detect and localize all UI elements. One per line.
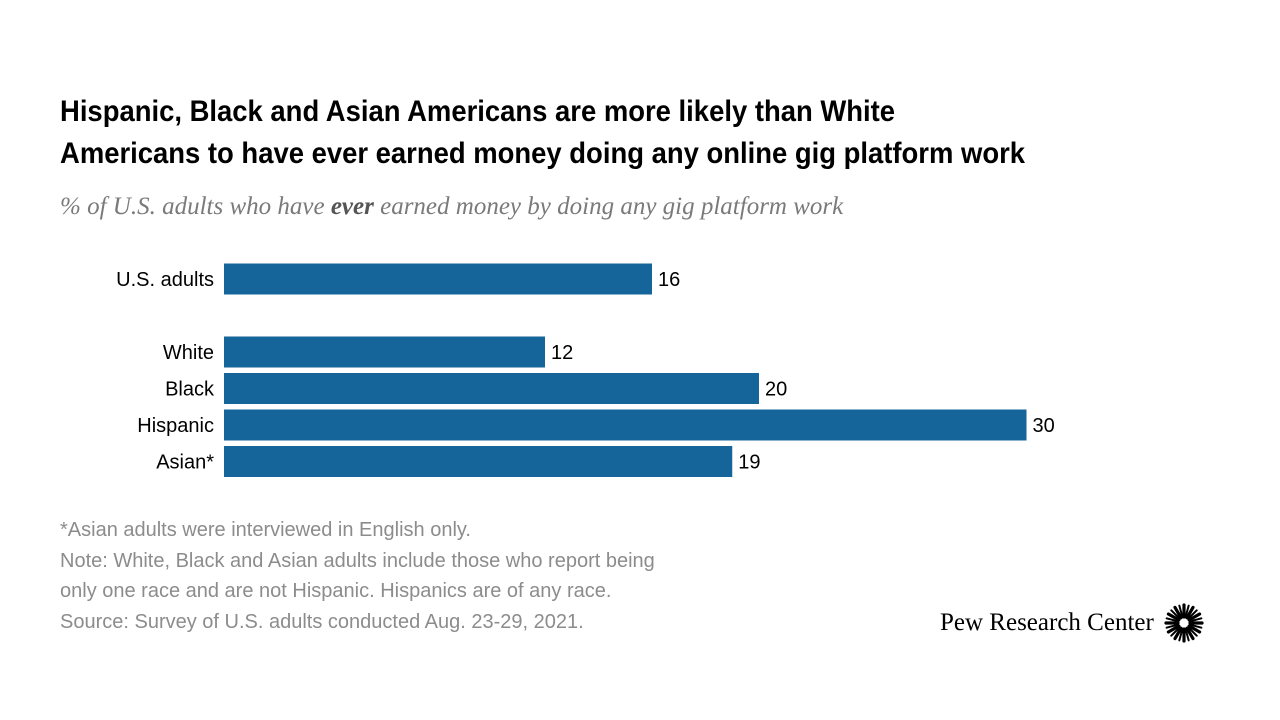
value-label-black: 20 — [765, 379, 787, 401]
category-label-white: White — [163, 342, 214, 364]
footnote-asian: *Asian adults were interviewed in Englis… — [60, 519, 471, 541]
logo-ray — [1173, 626, 1183, 641]
logo-ray — [1165, 617, 1180, 623]
bar-asian — [224, 446, 733, 477]
bar-u-s-adults — [224, 263, 652, 295]
chart-title-line-1: Hispanic, Black and Asian Americans are … — [60, 95, 896, 128]
subtitle-tail: earned money by doing any gig platform w… — [380, 193, 844, 220]
value-label-white: 12 — [551, 342, 573, 364]
logo-ray — [1185, 605, 1195, 620]
chart-subtitle: % of U.S. adults who have ever earned mo… — [60, 193, 843, 221]
chart-title: Hispanic, Black and Asian Americans are … — [60, 91, 1157, 175]
bar-hispanic — [224, 409, 1027, 441]
brand-name: Pew Research Center — [940, 609, 1154, 636]
value-label-u-s-adults: 16 — [658, 269, 680, 291]
logo-ray — [1184, 604, 1190, 619]
category-label-u-s-adults: U.S. adults — [116, 269, 214, 291]
logo-ray — [1188, 623, 1203, 629]
chart-notes: *Asian adults were interviewed in Englis… — [60, 515, 820, 637]
logo-ray — [1187, 626, 1198, 637]
bar-black — [224, 373, 759, 404]
logo-ray — [1187, 612, 1202, 622]
bar-chart: U.S. adults 16 White 12 Black 20 Hispanic 30 Asi… — [116, 263, 1055, 477]
value-label-hispanic: 30 — [1033, 415, 1055, 437]
logo-ray — [1165, 623, 1180, 629]
logo-ray — [1170, 626, 1181, 637]
logo-ray — [1170, 609, 1181, 620]
brand-signature: Pew Research Center — [940, 603, 1204, 643]
value-label-asian: 19 — [738, 452, 760, 474]
category-label-asian: Asian* — [156, 452, 214, 474]
bar-white — [224, 336, 545, 368]
category-label-hispanic: Hispanic — [137, 415, 214, 437]
logo-ray — [1166, 612, 1181, 622]
subtitle-lead: % of U.S. adults who have — [60, 193, 325, 220]
logo-ray — [1184, 627, 1190, 642]
logo-ray — [1173, 605, 1183, 620]
logo-ray — [1188, 617, 1203, 623]
logo-ray — [1178, 604, 1184, 619]
chart-title-line-2: Americans to have ever earned money doin… — [60, 137, 1026, 170]
logo-ray — [1166, 624, 1181, 634]
note-race-line-2: only one race and are not Hispanic. Hisp… — [60, 580, 612, 602]
pew-sunburst-icon — [1164, 603, 1204, 643]
category-label-black: Black — [165, 379, 215, 401]
subtitle-emphasis: ever — [330, 193, 374, 220]
logo-ray — [1187, 609, 1198, 620]
logo-ray — [1187, 624, 1202, 634]
logo-ray — [1185, 626, 1195, 641]
logo-ray — [1178, 627, 1184, 642]
source-note: Source: Survey of U.S. adults conducted … — [60, 610, 584, 633]
note-race-line-1: Note: White, Black and Asian adults incl… — [60, 549, 655, 572]
